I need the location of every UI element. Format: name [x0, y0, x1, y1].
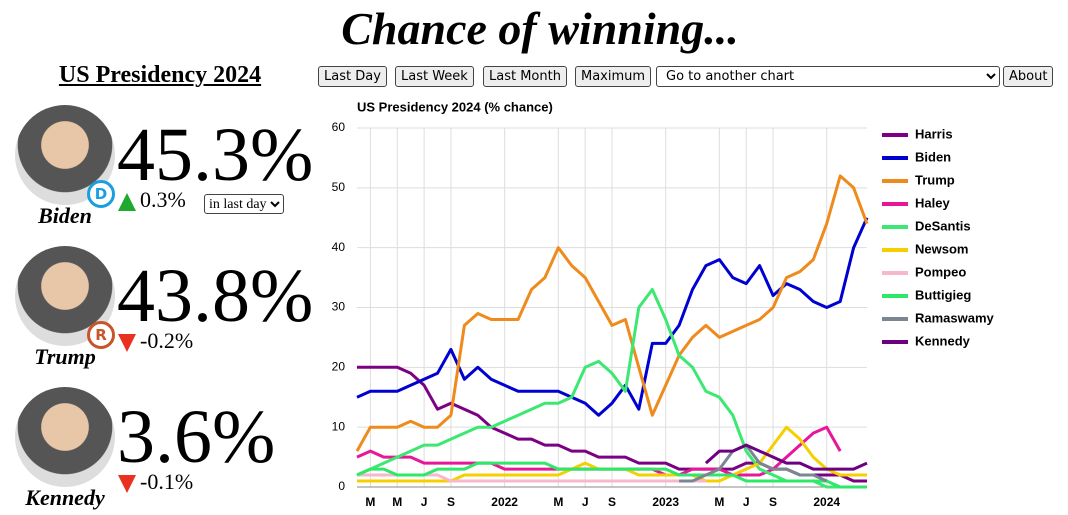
- change-arrow: [118, 193, 136, 211]
- candidate-chance: 45.3%: [117, 113, 314, 197]
- legend-label: Haley: [915, 195, 950, 210]
- x-tick-label: J: [743, 495, 750, 509]
- candidate-chance: 43.8%: [117, 254, 314, 338]
- y-tick-label: 30: [332, 300, 346, 314]
- range-button[interactable]: Last Day: [318, 66, 387, 87]
- candidate-change: 0.3%: [140, 187, 186, 212]
- series-line: [356, 461, 867, 489]
- x-tick-label: J: [421, 495, 428, 509]
- change-arrow: [118, 475, 136, 493]
- x-tick-label: 2022: [491, 495, 518, 509]
- legend-label: Kennedy: [915, 333, 971, 348]
- candidate-name: Trump: [34, 344, 96, 369]
- y-tick-label: 60: [332, 120, 346, 134]
- x-tick-label: M: [392, 495, 402, 509]
- y-tick-label: 40: [332, 240, 346, 254]
- about-button[interactable]: About: [1003, 66, 1054, 87]
- x-tick-label: 2024: [813, 495, 840, 509]
- panel-title: US Presidency 2024: [58, 62, 262, 88]
- legend-label: Newsom: [915, 241, 968, 256]
- series-line: [356, 288, 867, 489]
- page-title: Chance of winning...: [341, 3, 739, 54]
- x-tick-label: M: [553, 495, 563, 509]
- y-tick-label: 0: [338, 479, 345, 493]
- candidate-change: -0.2%: [140, 328, 194, 353]
- legend-label: Pompeo: [915, 264, 966, 279]
- range-button[interactable]: Last Week: [395, 66, 474, 87]
- candidate-change: -0.1%: [140, 469, 194, 494]
- x-tick-label: S: [608, 495, 616, 509]
- series-line: [679, 443, 828, 483]
- x-tick-label: J: [582, 495, 589, 509]
- series-line: [355, 174, 869, 452]
- y-tick-label: 20: [332, 360, 346, 374]
- range-button[interactable]: Last Month: [483, 66, 567, 87]
- x-tick-label: 2023: [652, 495, 679, 509]
- party-badge: D: [87, 180, 115, 208]
- legend-label: Trump: [915, 172, 955, 187]
- y-tick-label: 10: [332, 419, 346, 433]
- period-select[interactable]: in last day: [204, 194, 284, 214]
- chart-select[interactable]: Go to another chart: [656, 66, 1000, 87]
- candidate-chance: 3.6%: [117, 395, 276, 479]
- range-button[interactable]: Maximum: [575, 66, 652, 87]
- change-arrow: [118, 334, 136, 352]
- legend-label: Harris: [915, 126, 953, 141]
- x-tick-label: S: [769, 495, 777, 509]
- x-tick-label: S: [447, 495, 455, 509]
- series-line: [704, 443, 868, 471]
- y-tick-label: 50: [332, 180, 346, 194]
- x-tick-label: M: [365, 495, 375, 509]
- chart-title: US Presidency 2024 (% chance): [357, 99, 553, 114]
- legend-label: DeSantis: [915, 218, 971, 233]
- candidate-name: Kennedy: [25, 485, 105, 510]
- candidate-photo: [15, 387, 115, 487]
- legend-label: Ramaswamy: [915, 310, 995, 325]
- candidate-name: Biden: [38, 203, 92, 228]
- legend-label: Biden: [915, 149, 951, 164]
- party-badge: R: [87, 321, 115, 349]
- legend-label: Buttigieg: [915, 287, 971, 302]
- x-tick-label: M: [714, 495, 724, 509]
